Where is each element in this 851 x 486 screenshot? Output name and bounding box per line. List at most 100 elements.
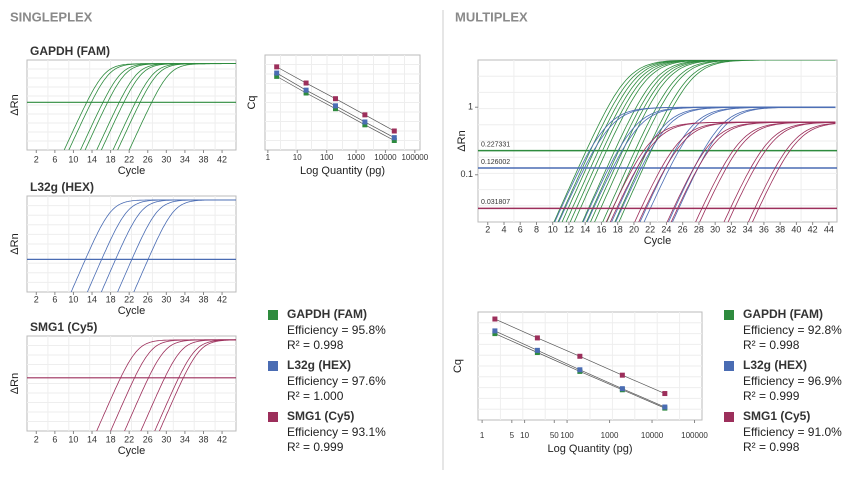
x-tick-label: 22 bbox=[124, 294, 134, 304]
x-axis-label: Log Quantity (pg) bbox=[300, 165, 385, 177]
x-tick-label: 42 bbox=[217, 294, 227, 304]
x-tick-label: 100000 bbox=[681, 431, 708, 440]
x-tick-label: 14 bbox=[87, 294, 97, 304]
y-axis-label: ΔRn bbox=[9, 373, 21, 394]
x-tick-label: 30 bbox=[161, 434, 171, 444]
legend-r2: R² = 0.998 bbox=[743, 440, 800, 454]
y-tick-label: 0.1 bbox=[460, 169, 473, 179]
x-tick-label: 10 bbox=[548, 224, 558, 234]
x-tick-label: 2 bbox=[34, 434, 39, 444]
x-tick-label: 30 bbox=[161, 294, 171, 304]
legend-efficiency: Efficiency = 97.6% bbox=[287, 374, 386, 388]
x-tick-label: 42 bbox=[808, 224, 818, 234]
x-tick-label: 30 bbox=[710, 224, 720, 234]
y-axis-label: ΔRn bbox=[456, 130, 468, 151]
amplification-curve bbox=[723, 122, 836, 222]
amplification-curve bbox=[618, 60, 836, 222]
x-tick-label: 4 bbox=[501, 224, 506, 234]
chart-title: GAPDH (FAM) bbox=[30, 44, 110, 58]
x-tick-label: 2 bbox=[485, 224, 490, 234]
amplification-curve bbox=[594, 60, 836, 222]
data-point bbox=[492, 316, 498, 322]
x-tick-label: 10 bbox=[520, 431, 529, 440]
legend-name: SMG1 (Cy5) bbox=[287, 409, 354, 423]
x-tick-label: 14 bbox=[87, 434, 97, 444]
x-tick-label: 6 bbox=[518, 224, 523, 234]
amplification-curve bbox=[154, 339, 236, 431]
x-axis-label: Cycle bbox=[118, 305, 146, 317]
threshold-label: 0.031807 bbox=[481, 199, 510, 206]
amplification-curve bbox=[561, 60, 836, 222]
data-point bbox=[274, 73, 280, 79]
x-tick-label: 14 bbox=[87, 154, 97, 164]
legend-swatch bbox=[724, 310, 734, 320]
amplification-curve bbox=[573, 60, 836, 222]
x-tick-label: 10000 bbox=[641, 431, 664, 440]
data-point bbox=[534, 335, 540, 341]
legend-r2: R² = 0.998 bbox=[287, 338, 344, 352]
legend-swatch bbox=[268, 412, 278, 422]
x-tick-label: 50 bbox=[550, 431, 559, 440]
legend-r2: R² = 0.998 bbox=[743, 338, 800, 352]
x-tick-label: 8 bbox=[534, 224, 539, 234]
x-tick-label: 10 bbox=[68, 434, 78, 444]
amplification-curve bbox=[670, 121, 836, 222]
x-tick-label: 18 bbox=[106, 434, 116, 444]
x-tick-label: 34 bbox=[743, 224, 753, 234]
x-tick-label: 12 bbox=[564, 224, 574, 234]
amplification-curve bbox=[565, 60, 836, 222]
x-tick-label: 18 bbox=[106, 154, 116, 164]
x-tick-label: 22 bbox=[645, 224, 655, 234]
y-axis-label: Cq bbox=[452, 359, 464, 373]
data-point bbox=[332, 106, 338, 112]
x-tick-label: 38 bbox=[198, 434, 208, 444]
data-point bbox=[391, 138, 397, 143]
amplification-curve bbox=[124, 339, 236, 431]
x-axis-label: Cycle bbox=[118, 445, 146, 457]
data-point bbox=[492, 331, 498, 337]
data-point bbox=[274, 64, 280, 70]
x-tick-label: 6 bbox=[52, 154, 57, 164]
amplification-curve bbox=[699, 121, 836, 222]
amplification-curve bbox=[747, 122, 836, 222]
legend-swatch bbox=[268, 310, 278, 320]
legend-efficiency: Efficiency = 96.9% bbox=[743, 374, 842, 388]
section-title: MULTIPLEX bbox=[455, 9, 528, 24]
legend-swatch bbox=[724, 361, 734, 371]
x-tick-label: 26 bbox=[143, 154, 153, 164]
legend-name: GAPDH (FAM) bbox=[743, 307, 823, 321]
y-axis-label: ΔRn bbox=[9, 94, 21, 115]
x-tick-label: 1 bbox=[480, 431, 485, 440]
x-tick-label: 2 bbox=[34, 294, 39, 304]
data-point bbox=[619, 372, 625, 378]
x-tick-label: 42 bbox=[217, 154, 227, 164]
x-tick-label: 10 bbox=[68, 294, 78, 304]
amplification-curve bbox=[133, 199, 236, 292]
legend-r2: R² = 0.999 bbox=[743, 389, 800, 403]
amplification-curve bbox=[159, 339, 236, 431]
x-tick-label: 26 bbox=[678, 224, 688, 234]
legend-efficiency: Efficiency = 92.8% bbox=[743, 323, 842, 337]
legend-name: GAPDH (FAM) bbox=[287, 307, 367, 321]
legend-efficiency: Efficiency = 91.0% bbox=[743, 425, 842, 439]
x-tick-label: 6 bbox=[52, 294, 57, 304]
chart-title: SMG1 (Cy5) bbox=[30, 320, 97, 334]
amplification-curve bbox=[602, 60, 836, 222]
data-point bbox=[534, 347, 540, 353]
data-point bbox=[362, 112, 368, 118]
x-tick-label: 22 bbox=[124, 434, 134, 444]
x-tick-label: 100 bbox=[560, 431, 574, 440]
amplification-curve bbox=[557, 60, 836, 222]
x-tick-label: 26 bbox=[143, 434, 153, 444]
x-tick-label: 38 bbox=[775, 224, 785, 234]
threshold-label: 0.227331 bbox=[481, 142, 510, 149]
x-tick-label: 22 bbox=[124, 154, 134, 164]
legend-r2: R² = 0.999 bbox=[287, 440, 344, 454]
x-tick-label: 26 bbox=[143, 294, 153, 304]
data-point bbox=[662, 404, 668, 410]
amplification-curve bbox=[553, 60, 836, 222]
data-point bbox=[303, 90, 309, 96]
legend-swatch bbox=[724, 412, 734, 422]
x-tick-label: 20 bbox=[629, 224, 639, 234]
